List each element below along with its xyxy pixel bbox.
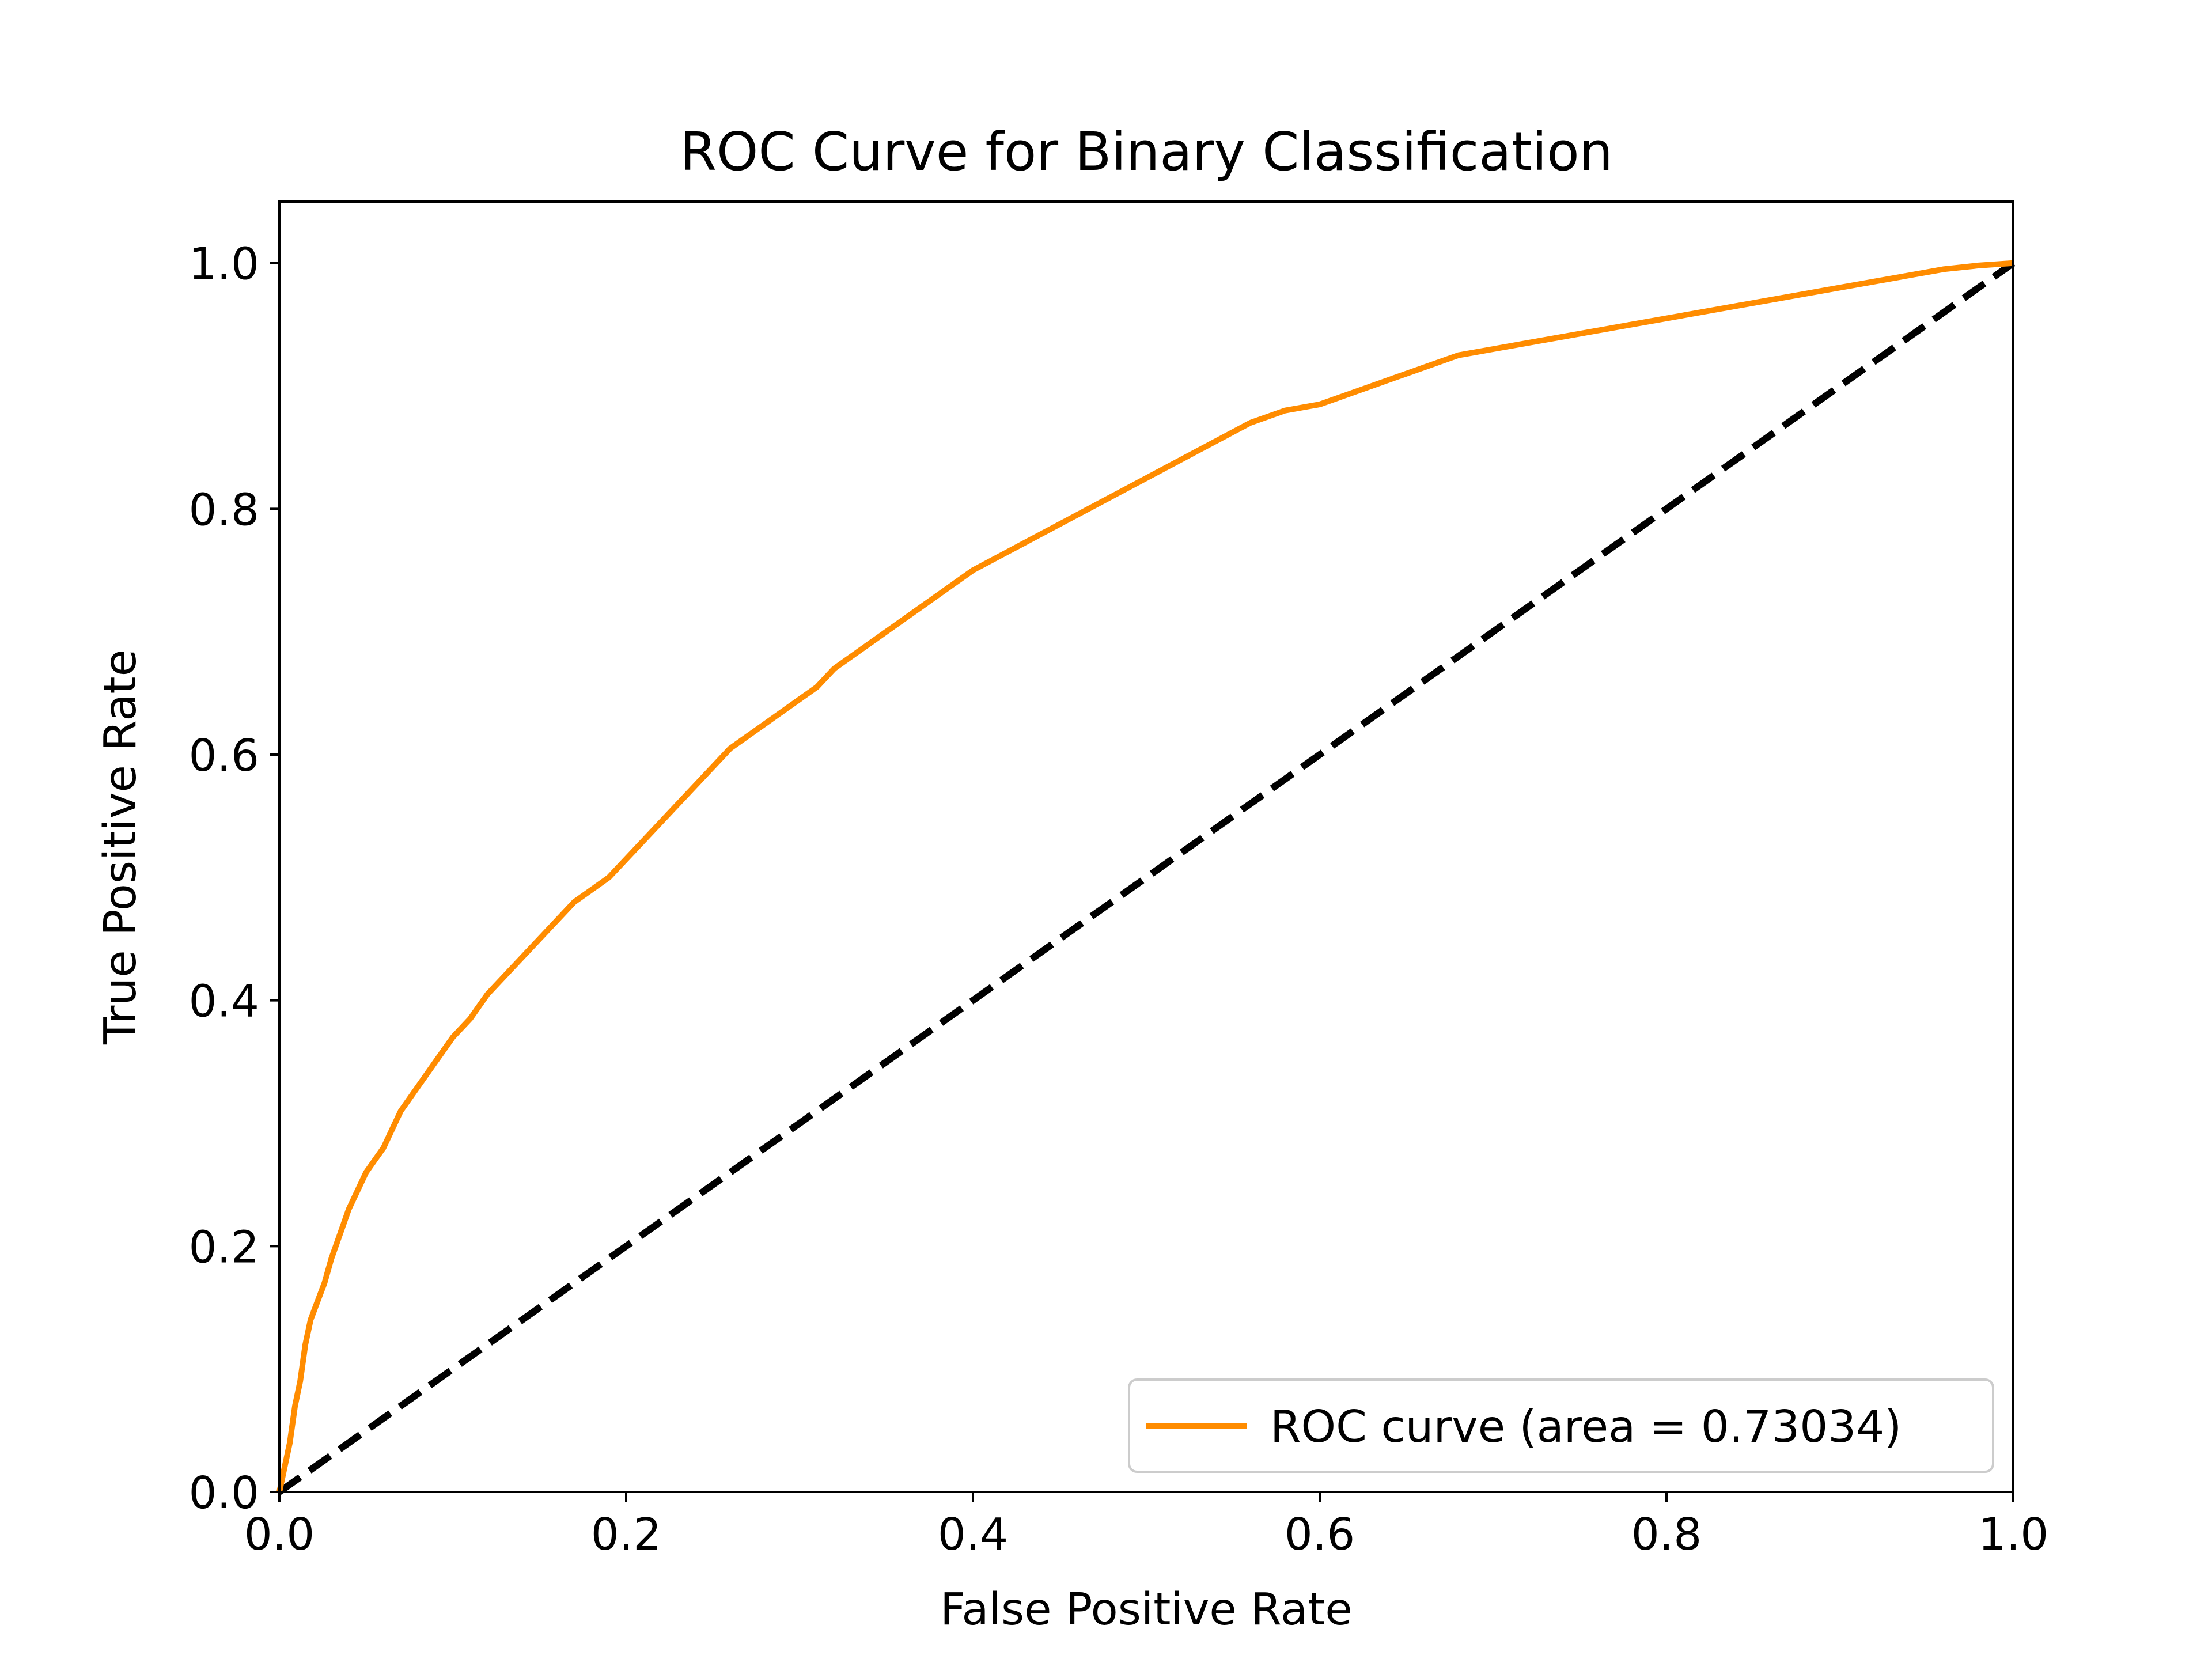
x-tick-label: 0.2 [591,1509,661,1560]
x-tick-label: 0.4 [938,1509,1008,1560]
legend-box [1128,1378,1994,1473]
x-axis-label: False Positive Rate [940,1584,1353,1635]
x-tick-label: 0.6 [1285,1509,1355,1560]
x-axis-ticks: 0.0 0.2 0.4 0.6 0.8 1.0 [244,1492,2048,1560]
y-tick-label: 0.0 [189,1468,259,1519]
axes-frame [278,200,2014,1493]
plot-area [276,200,2016,1495]
y-axis-label: True Positive Rate [95,649,146,1045]
chance-diagonal-line [277,260,2016,1495]
x-tick-label: 0.0 [244,1509,315,1560]
y-tick-label: 1.0 [189,239,259,290]
legend: ROC curve (area = 0.73034) [1128,1378,1994,1473]
y-tick-label: 0.2 [189,1222,259,1273]
y-tick-label: 0.8 [189,484,259,536]
y-tick-label: 0.4 [189,976,259,1028]
chart-title: ROC Curve for Binary Classification [680,121,1613,183]
x-tick-label: 1.0 [1978,1509,2048,1560]
legend-label-roc: ROC curve (area = 0.73034) [1270,1402,1902,1453]
y-tick-label: 0.6 [189,730,259,782]
x-tick-label: 0.8 [1631,1509,1702,1560]
roc-curve-line [276,260,2014,1493]
y-axis-ticks: 0.0 0.2 0.4 0.6 0.8 1.0 [189,239,279,1519]
